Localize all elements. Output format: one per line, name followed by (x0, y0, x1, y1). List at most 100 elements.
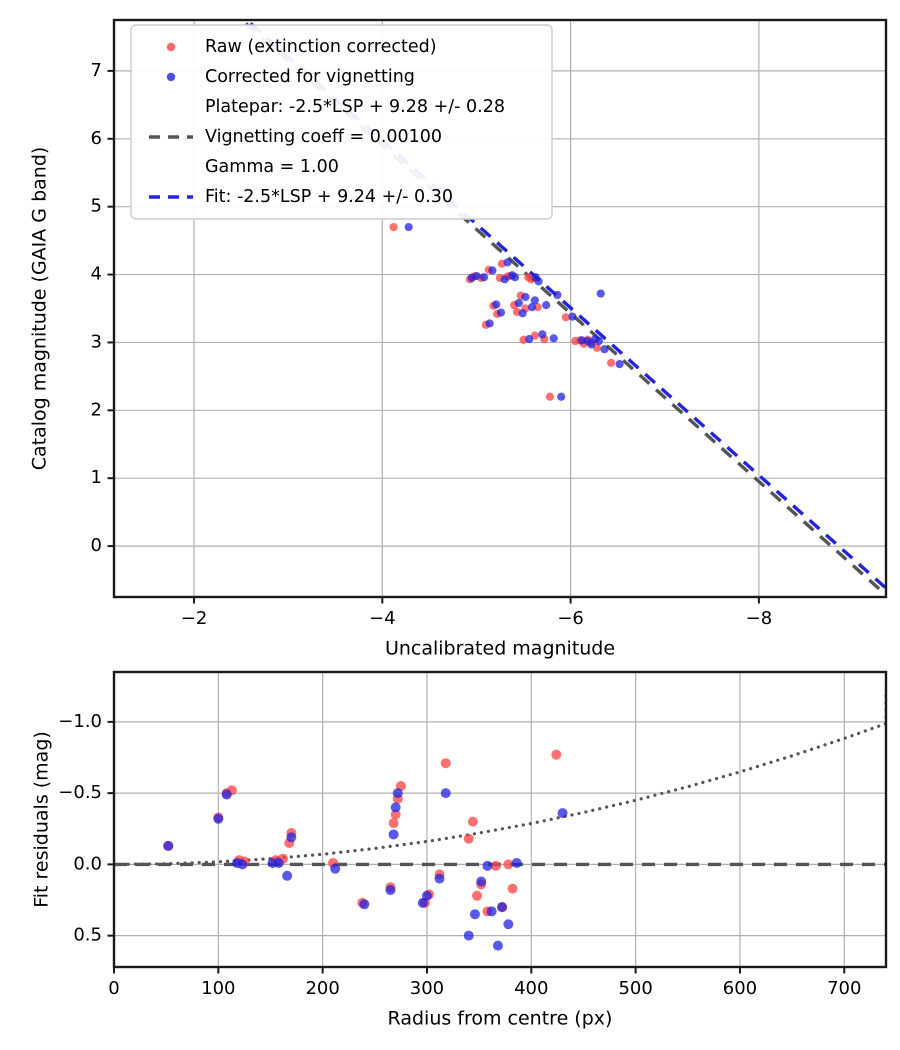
data-point (388, 818, 399, 829)
data-point (596, 289, 605, 298)
data-point (482, 860, 493, 871)
data-point (440, 758, 451, 769)
legend-label: Platepar: -2.5*LSP + 9.28 +/- 0.28 (205, 97, 505, 117)
data-point (421, 890, 432, 901)
data-point (440, 788, 451, 799)
data-point (511, 857, 522, 868)
legend-label: Gamma = 1.00 (205, 157, 339, 177)
data-point (434, 873, 445, 884)
ytick-label: 1 (91, 467, 102, 488)
data-point (282, 870, 293, 881)
ytick-label: 0.5 (73, 925, 102, 946)
series-corrected (163, 788, 568, 951)
data-point (510, 273, 520, 282)
xtick-label: 100 (201, 978, 235, 999)
data-point (213, 813, 224, 824)
data-point (542, 301, 551, 310)
data-layer-fit-residuals (114, 691, 886, 951)
data-point (534, 277, 543, 286)
legend-box (130, 24, 553, 220)
data-point (492, 300, 501, 309)
data-point (551, 749, 562, 760)
data-point (549, 334, 558, 343)
data-point (485, 319, 494, 328)
data-point (486, 906, 497, 917)
data-point (503, 258, 512, 267)
data-point (467, 816, 478, 827)
xtick-label: −4 (369, 608, 396, 629)
ytick-label: 0.0 (73, 853, 102, 874)
data-point (463, 833, 474, 844)
data-point (472, 890, 483, 901)
legend-label: Vignetting coeff = 0.00100 (205, 127, 442, 147)
data-point (404, 222, 413, 232)
xtick-label: 200 (305, 978, 339, 999)
data-point (389, 222, 398, 232)
data-point (388, 829, 399, 840)
data-point (525, 334, 534, 344)
data-point (521, 292, 530, 302)
legend-label: Corrected for vignetting (205, 67, 415, 87)
xaxis-label: Uncalibrated magnitude (385, 638, 615, 660)
panel-fit-residuals: 0 100 200 300 400 500 600 700 0.5 0.0 −0.5 −1.0 Radi… (31, 670, 888, 1030)
ytick-label: −0.5 (58, 782, 102, 803)
axes-frame-fit-residuals (112, 670, 888, 969)
xtick-label: 400 (514, 978, 548, 999)
data-point (390, 802, 401, 813)
series-corrected (404, 222, 624, 401)
data-point (538, 330, 547, 339)
data-point (488, 266, 497, 275)
data-point (507, 883, 518, 894)
ytick-label: 6 (91, 128, 102, 149)
ytick-label: 3 (91, 331, 102, 352)
data-point (479, 273, 489, 282)
data-point (469, 909, 480, 920)
data-point (527, 303, 537, 312)
data-point (530, 296, 539, 305)
xtick-label: −8 (746, 608, 773, 629)
xtick-label: −2 (181, 608, 208, 629)
data-point (600, 345, 609, 354)
data-point (330, 863, 341, 874)
data-point (392, 788, 403, 799)
data-point (615, 360, 624, 369)
legend-label: Raw (extinction corrected) (205, 37, 437, 57)
ytick-label: 7 (91, 60, 102, 81)
data-point (533, 303, 542, 312)
legend: Raw (extinction corrected) Corrected for … (130, 24, 553, 220)
xtick-label: −6 (557, 608, 584, 629)
yaxis-label: Fit residuals (mag) (31, 731, 53, 908)
ytick-label: 4 (91, 264, 102, 285)
axes-background-fit-residuals (114, 672, 886, 967)
xtick-label: 700 (827, 978, 861, 999)
xtick-label: 600 (723, 978, 757, 999)
xtick-label: 300 (410, 978, 444, 999)
data-point (545, 392, 555, 401)
data-point (606, 358, 616, 367)
data-point (496, 308, 506, 317)
xtick-label: 500 (618, 978, 652, 999)
data-point (561, 313, 571, 322)
data-point (472, 271, 481, 281)
data-point (163, 840, 174, 851)
data-point (385, 885, 396, 896)
data-point (359, 899, 370, 910)
data-point (221, 789, 232, 800)
data-point (500, 275, 509, 284)
ytick-label: 0 (91, 535, 102, 556)
data-point (503, 919, 514, 930)
ytick-label: 2 (91, 399, 102, 420)
curve-vignetting-model (114, 691, 886, 866)
data-point (490, 860, 501, 871)
ytick-label: −1.0 (58, 711, 102, 732)
data-point (514, 298, 523, 308)
legend-label: Fit: -2.5*LSP + 9.24 +/- 0.30 (205, 187, 453, 207)
data-point (553, 290, 562, 300)
ytick-label: 5 (91, 196, 102, 217)
data-point (503, 859, 514, 870)
yaxis-label: Catalog magnitude (GAIA G band) (29, 147, 51, 471)
data-point (286, 832, 297, 843)
data-point (518, 309, 527, 318)
